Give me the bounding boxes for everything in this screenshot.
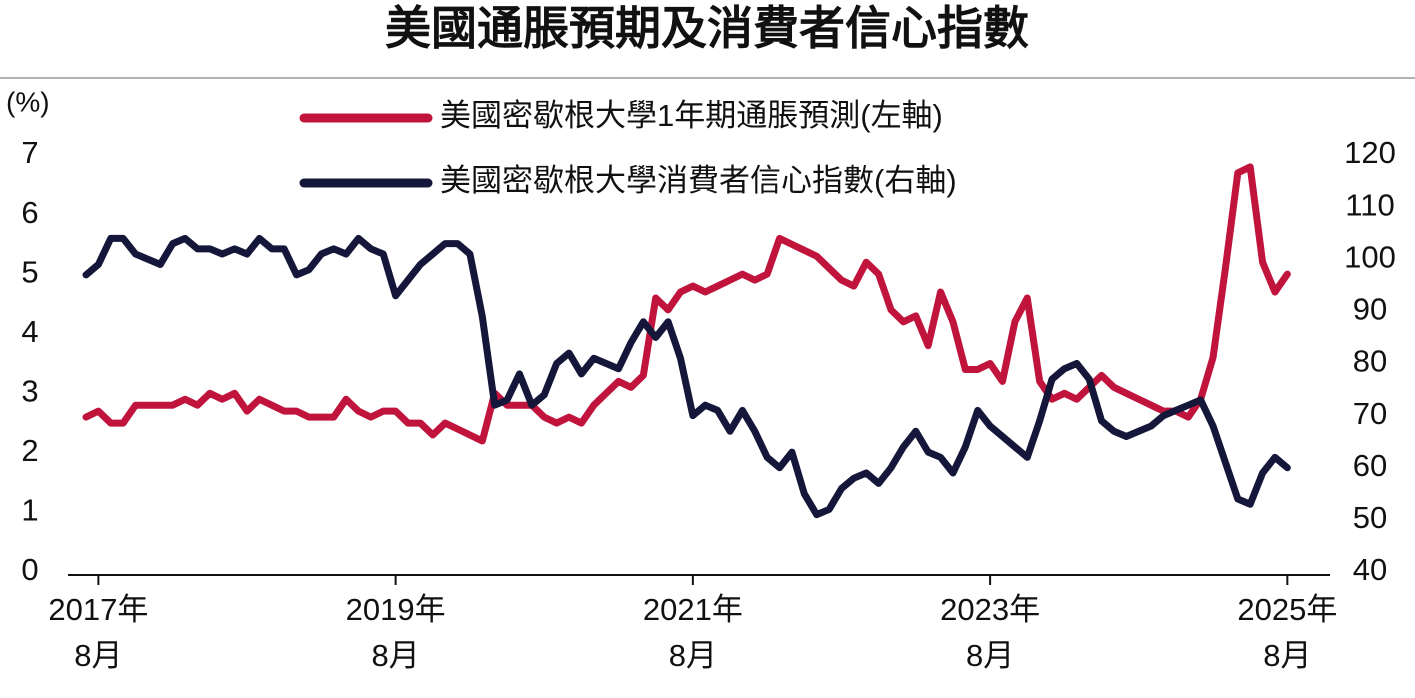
y-tick-label: 4 [21, 314, 38, 349]
y-tick-label: 0 [21, 552, 38, 587]
x-tick-label: 2019年 8月 [346, 592, 446, 673]
series-line [82, 163, 1291, 445]
y2-tick-label: 80 [1353, 344, 1387, 379]
y2-tick-label: 40 [1353, 552, 1387, 587]
y2-tick-label: 100 [1344, 239, 1396, 274]
y2-tick-label: 50 [1353, 500, 1387, 535]
y2-tick-label: 120 [1344, 135, 1396, 170]
y-tick-label: 1 [21, 493, 38, 528]
chart-title: 美國通脹預期及消費者信心指數 [385, 2, 1029, 54]
y-tick-label: 6 [21, 195, 38, 230]
x-tick-label: 2017年 8月 [48, 592, 148, 673]
legend-label: 美國密歇根大學1年期通脹預測(左軸) [440, 98, 943, 133]
y2-tick-label: 70 [1353, 396, 1387, 431]
y-tick-label: 3 [21, 373, 38, 408]
y-axis-label: (%) [6, 86, 50, 117]
x-tick-label: 2025年 8月 [1237, 592, 1337, 673]
y2-tick-label: 110 [1345, 187, 1394, 222]
y2-tick-label: 60 [1353, 448, 1387, 483]
x-tick-label: 2023年 8月 [940, 592, 1040, 673]
y-tick-label: 2 [21, 433, 38, 468]
y-tick-label: 7 [21, 135, 38, 170]
legend-label: 美國密歇根大學消費者信心指數(右軸) [440, 163, 957, 198]
y-tick-label: 5 [21, 254, 38, 289]
series-line [82, 234, 1291, 519]
x-tick-label: 2021年 8月 [643, 592, 743, 673]
y2-tick-label: 90 [1353, 292, 1387, 327]
